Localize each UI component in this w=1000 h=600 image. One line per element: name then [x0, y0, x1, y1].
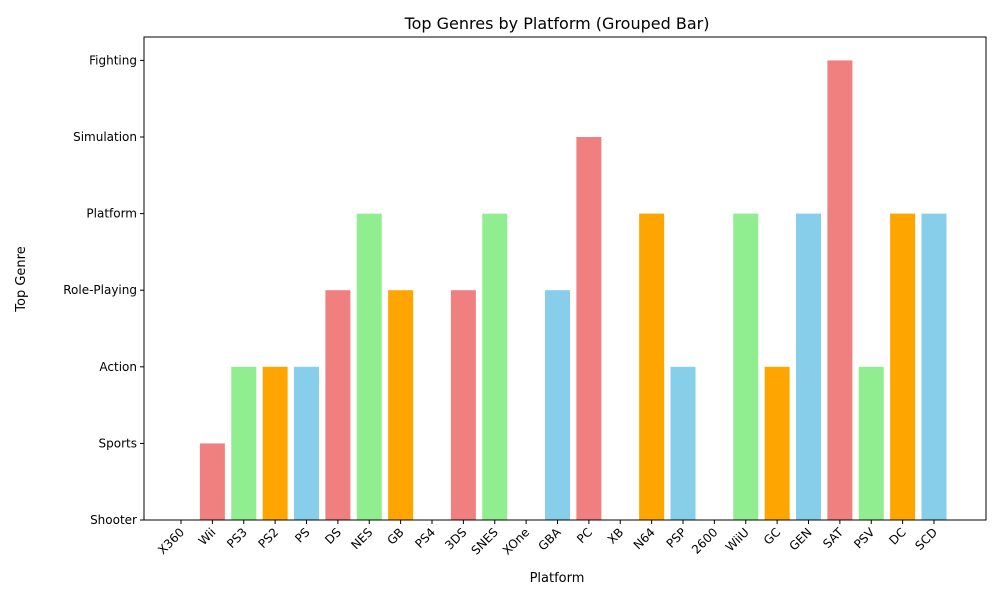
x-tick-label: 2600 — [689, 525, 720, 556]
bar-psp — [670, 366, 696, 520]
x-tick-label: GB — [384, 525, 406, 547]
y-tick-label: Shooter — [90, 513, 137, 527]
y-axis: Shooter Sports Action Role-Playing Platform S… — [63, 53, 144, 527]
bar-psv — [858, 366, 884, 520]
x-tick-label: GBA — [536, 525, 565, 554]
x-tick-label: PC — [574, 525, 595, 546]
bar-gc — [764, 366, 790, 520]
bar-scd — [921, 213, 947, 520]
x-tick-label: SAT — [820, 525, 846, 551]
y-tick-label: Role-Playing — [63, 283, 137, 297]
y-tick-label: Fighting — [89, 53, 137, 67]
x-tick-label: N64 — [631, 525, 658, 552]
x-tick-label: DS — [322, 525, 344, 547]
bar-gen — [796, 213, 821, 520]
bar-3ds — [450, 290, 476, 520]
x-tick-label: GEN — [786, 525, 814, 553]
bar-wiiu — [733, 213, 759, 520]
y-tick-label: Sports — [99, 436, 137, 450]
plot-frame — [143, 36, 987, 521]
x-tick-label: XB — [605, 525, 627, 547]
bar-n64 — [639, 213, 665, 520]
x-tick-label: NES — [348, 525, 375, 552]
x-tick-label: GC — [761, 525, 783, 547]
x-tick-label: PSV — [851, 525, 878, 552]
y-tick-label: Simulation — [73, 130, 137, 144]
bar-snes — [482, 213, 508, 520]
x-tick-label: X360 — [155, 525, 187, 557]
y-tick-label: Platform — [86, 207, 137, 221]
bar-ps3 — [231, 366, 257, 520]
y-axis-label: Top Genre — [14, 246, 29, 312]
bar-gba — [545, 290, 570, 520]
x-axis-label: Platform — [530, 571, 585, 586]
bar-wii — [199, 443, 225, 520]
bar-nes — [356, 213, 382, 520]
x-tick-label: SCD — [912, 525, 940, 553]
x-tick-label: PS — [292, 525, 312, 545]
bars-layer — [199, 60, 947, 521]
bar-gb — [388, 290, 414, 520]
bar-ps — [294, 366, 319, 520]
x-tick-label: PS2 — [255, 525, 281, 551]
bar-ds — [325, 290, 351, 520]
x-tick-label: SNES — [468, 525, 500, 557]
chart-title: Top Genres by Platform (Grouped Bar) — [404, 14, 710, 33]
bar-dc — [890, 213, 916, 520]
x-tick-label: DC — [886, 525, 908, 547]
bar-pc — [576, 137, 602, 520]
x-tick-label: 3DS — [442, 525, 469, 552]
x-tick-label: XOne — [500, 525, 532, 557]
x-tick-label: WiiU — [723, 525, 752, 554]
x-tick-label: PSP — [664, 525, 690, 551]
x-tick-label: Wii — [196, 525, 219, 548]
y-tick-label: Action — [99, 360, 137, 374]
x-tick-label: PS3 — [224, 525, 250, 551]
x-tick-label: PS4 — [412, 525, 438, 551]
bar-ps2 — [262, 366, 288, 520]
bar-sat — [827, 60, 853, 521]
